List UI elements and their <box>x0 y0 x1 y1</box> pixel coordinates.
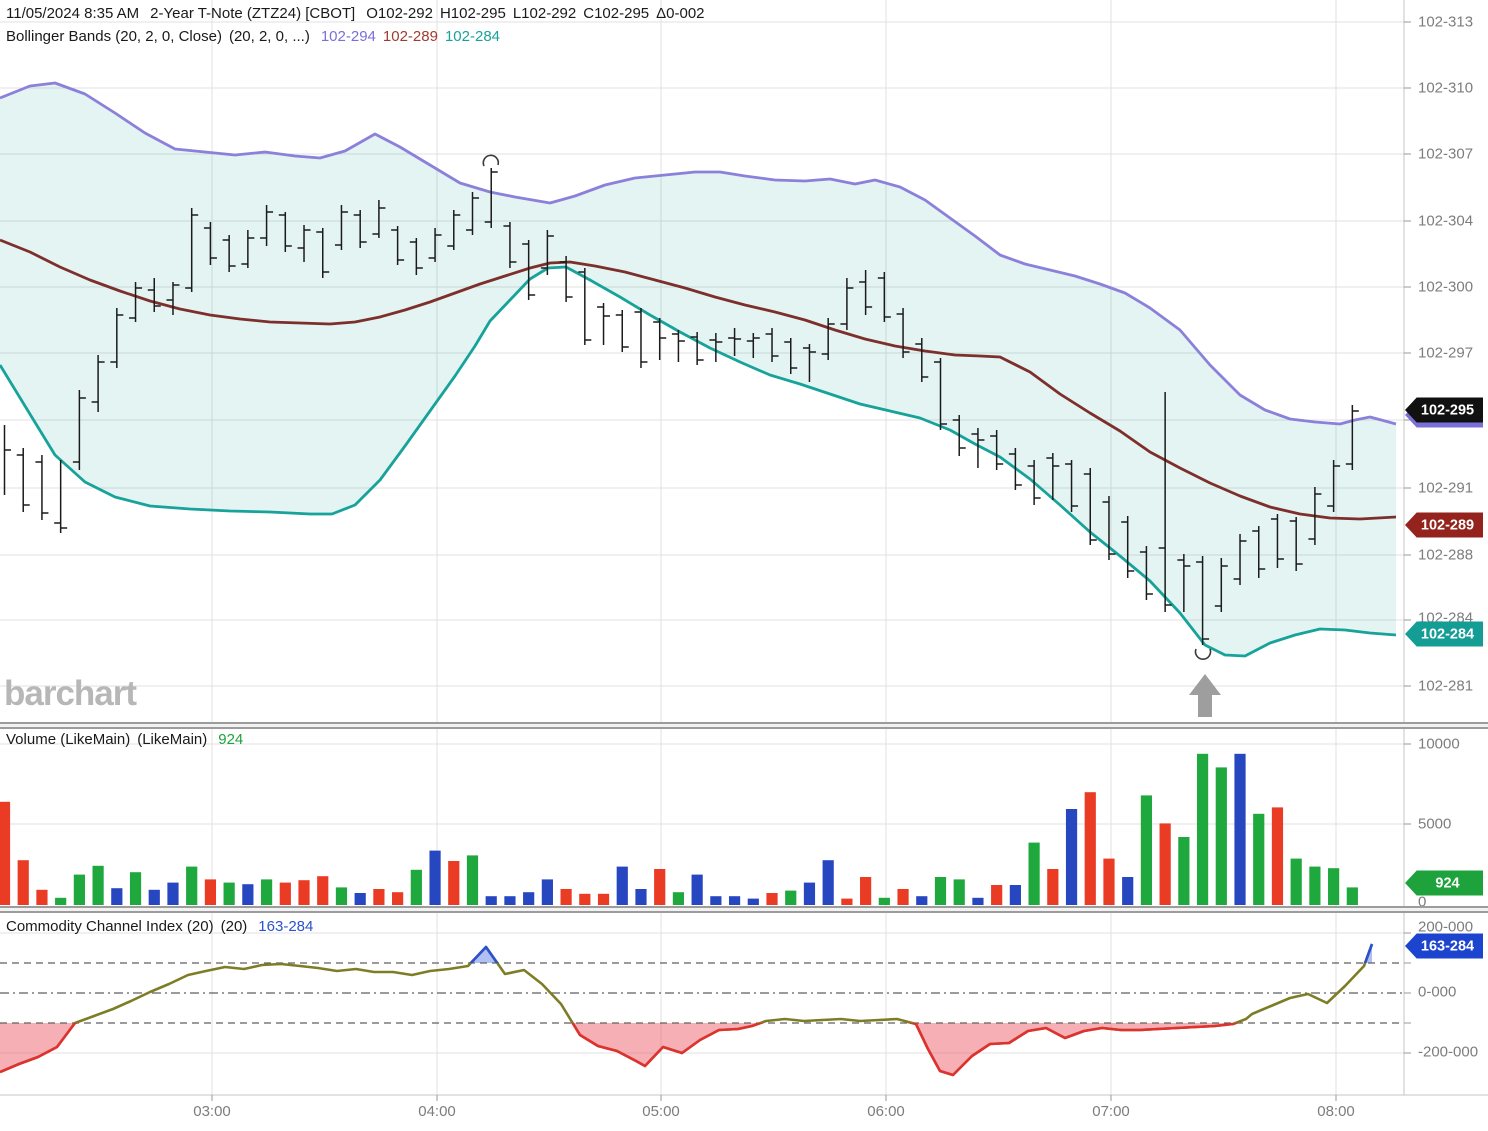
last-price-badge: 102-295 <box>1405 397 1483 423</box>
volume-axis-label: 10000 <box>1418 735 1460 753</box>
cci-value: 163-284 <box>258 918 314 935</box>
time-axis-label: 08:00 <box>1317 1103 1355 1120</box>
gridlines <box>0 0 1404 1095</box>
cci-badge: 163-284 <box>1405 933 1483 959</box>
volume-legend-label: Volume (LikeMain) <box>6 731 131 748</box>
cci-axis-label: 200-000 <box>1418 918 1474 936</box>
quote-low: L102-292 <box>512 5 577 22</box>
quote-close: C102-295 <box>583 5 650 22</box>
quote-symbol: 2-Year T-Note (ZTZ24) [CBOT] <box>150 5 356 22</box>
price-bars <box>3 168 1359 645</box>
cci-line <box>0 943 1374 1077</box>
cci-legend-label: Commodity Channel Index (20) <box>6 918 214 935</box>
bollinger-lower-line <box>0 265 1397 658</box>
bollinger-legend-label: Bollinger Bands (20, 2, 0, Close) <box>6 28 222 45</box>
volume-legend: Volume (LikeMain) (LikeMain) 924 <box>6 731 254 748</box>
time-axis-label: 03:00 <box>193 1103 231 1120</box>
panel-splitter-main-volume[interactable] <box>0 722 1488 729</box>
barchart-logo: barchart <box>4 674 137 713</box>
up-arrow-icon <box>1189 674 1221 717</box>
panel-splitter-volume-cci[interactable] <box>0 906 1488 913</box>
bollinger-middle-line <box>0 238 1397 521</box>
bollinger-upper-value: 102-294 <box>320 28 376 45</box>
quote-high: H102-295 <box>439 5 506 22</box>
cci-legend-params: (20) <box>220 918 248 935</box>
price-axis-label: 102-288 <box>1418 546 1474 564</box>
price-axis-label: 102-313 <box>1418 13 1474 31</box>
cci-axis-label: 0-000 <box>1418 983 1457 1001</box>
volume-bars <box>0 753 1358 905</box>
bollinger-upper-line <box>0 81 1397 426</box>
bollinger-middle-value: 102-289 <box>382 28 438 45</box>
price-axis-label: 102-300 <box>1418 278 1474 296</box>
volume-axis-label: 0 <box>1418 893 1427 911</box>
bb-lower-badge: 102-284 <box>1405 621 1483 647</box>
bb-middle-badge: 102-289 <box>1405 512 1483 538</box>
volume-badge: 924 <box>1405 870 1483 896</box>
time-axis-label: 04:00 <box>418 1103 456 1120</box>
cci-plot <box>0 943 1404 1077</box>
quote-datetime: 11/05/2024 8:35 AM <box>6 5 140 22</box>
bar-markers <box>482 154 1221 717</box>
bollinger-legend: Bollinger Bands (20, 2, 0, Close) (20, 2,… <box>6 28 511 45</box>
price-axis-label: 102-281 <box>1418 677 1474 695</box>
quote-open: O102-292 <box>366 5 433 22</box>
time-axis-label: 07:00 <box>1092 1103 1130 1120</box>
price-axis-label: 102-291 <box>1418 479 1474 497</box>
session-high-arc-icon <box>482 154 500 167</box>
time-axis-label: 06:00 <box>867 1103 905 1120</box>
volume-value: 924 <box>218 731 244 748</box>
price-axis-label: 102-304 <box>1418 212 1474 230</box>
bollinger-bands <box>0 81 1397 658</box>
quote-header: 11/05/2024 8:35 AM 2-Year T-Note (ZTZ24) … <box>6 5 716 22</box>
bollinger-lower-value: 102-284 <box>444 28 501 45</box>
cci-legend: Commodity Channel Index (20) (20) 163-284 <box>6 918 324 935</box>
session-low-arc-icon <box>1194 648 1212 660</box>
price-axis-label: 102-310 <box>1418 79 1474 97</box>
price-axis-label: 102-297 <box>1418 344 1474 362</box>
bollinger-legend-params: (20, 2, 0, ...) <box>228 28 310 45</box>
volume-legend-params: (LikeMain) <box>137 731 208 748</box>
quote-change: Δ0-002 <box>656 5 705 22</box>
cci-axis-label: -200-000 <box>1418 1043 1479 1061</box>
time-axis-label: 05:00 <box>642 1103 680 1120</box>
volume-axis-label: 5000 <box>1418 815 1452 833</box>
price-axis-label: 102-307 <box>1418 145 1474 163</box>
